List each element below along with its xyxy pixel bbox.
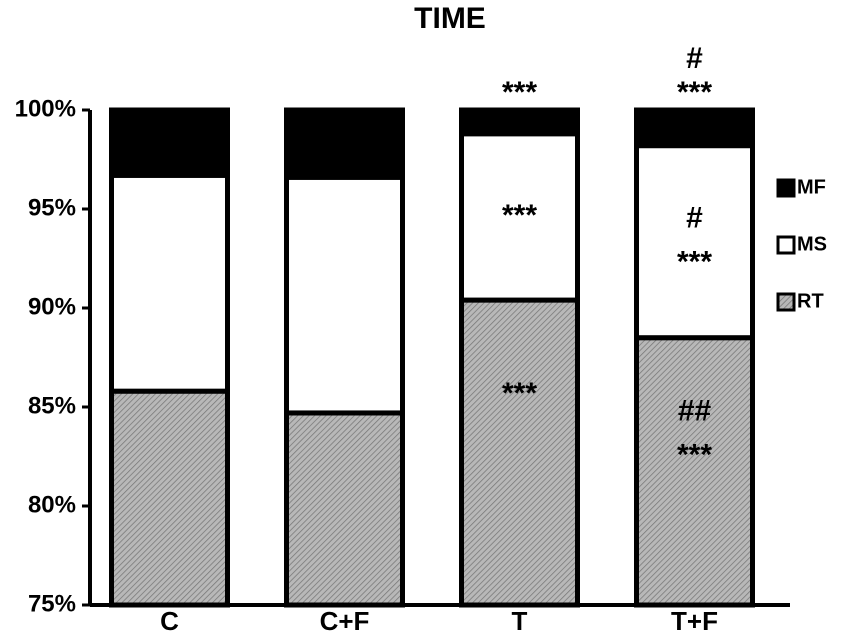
x-tick-label: C xyxy=(160,606,179,635)
annotation: # xyxy=(686,202,703,235)
bar-segment xyxy=(109,172,230,394)
bar-segment xyxy=(634,335,755,608)
annotation: ## xyxy=(678,395,712,428)
y-tick-label: 75% xyxy=(28,590,76,617)
legend-label: MS xyxy=(797,233,827,255)
bar-segment xyxy=(634,107,755,149)
bar-segment xyxy=(284,174,405,416)
legend-label: MF xyxy=(797,176,826,198)
bar-segment xyxy=(284,410,405,608)
x-tick-label: C+F xyxy=(320,606,370,635)
bar-segment xyxy=(634,143,755,341)
y-tick-label: 80% xyxy=(28,491,76,518)
annotation: *** xyxy=(677,76,712,109)
bar-segment xyxy=(109,388,230,608)
annotation: *** xyxy=(502,76,537,109)
annotation: *** xyxy=(677,246,712,279)
x-tick-label: T+F xyxy=(671,606,718,635)
annotation: *** xyxy=(677,439,712,472)
y-tick-label: 90% xyxy=(28,293,76,320)
annotation: *** xyxy=(502,377,537,410)
legend-swatch xyxy=(776,235,796,255)
chart-title: TIME xyxy=(414,2,486,35)
bar-segment xyxy=(109,107,230,178)
y-tick-label: 95% xyxy=(28,194,76,221)
y-tick-label: 85% xyxy=(28,392,76,419)
annotation: *** xyxy=(502,199,537,232)
legend-label: RT xyxy=(797,290,824,312)
annotation: # xyxy=(686,42,703,75)
bar-segment xyxy=(284,107,405,180)
x-tick-label: T xyxy=(512,606,528,635)
bar-segment xyxy=(459,297,580,608)
bar-segment xyxy=(459,107,580,137)
legend-swatch xyxy=(776,292,796,312)
y-tick-label: 100% xyxy=(15,95,76,122)
legend-swatch xyxy=(776,178,796,198)
